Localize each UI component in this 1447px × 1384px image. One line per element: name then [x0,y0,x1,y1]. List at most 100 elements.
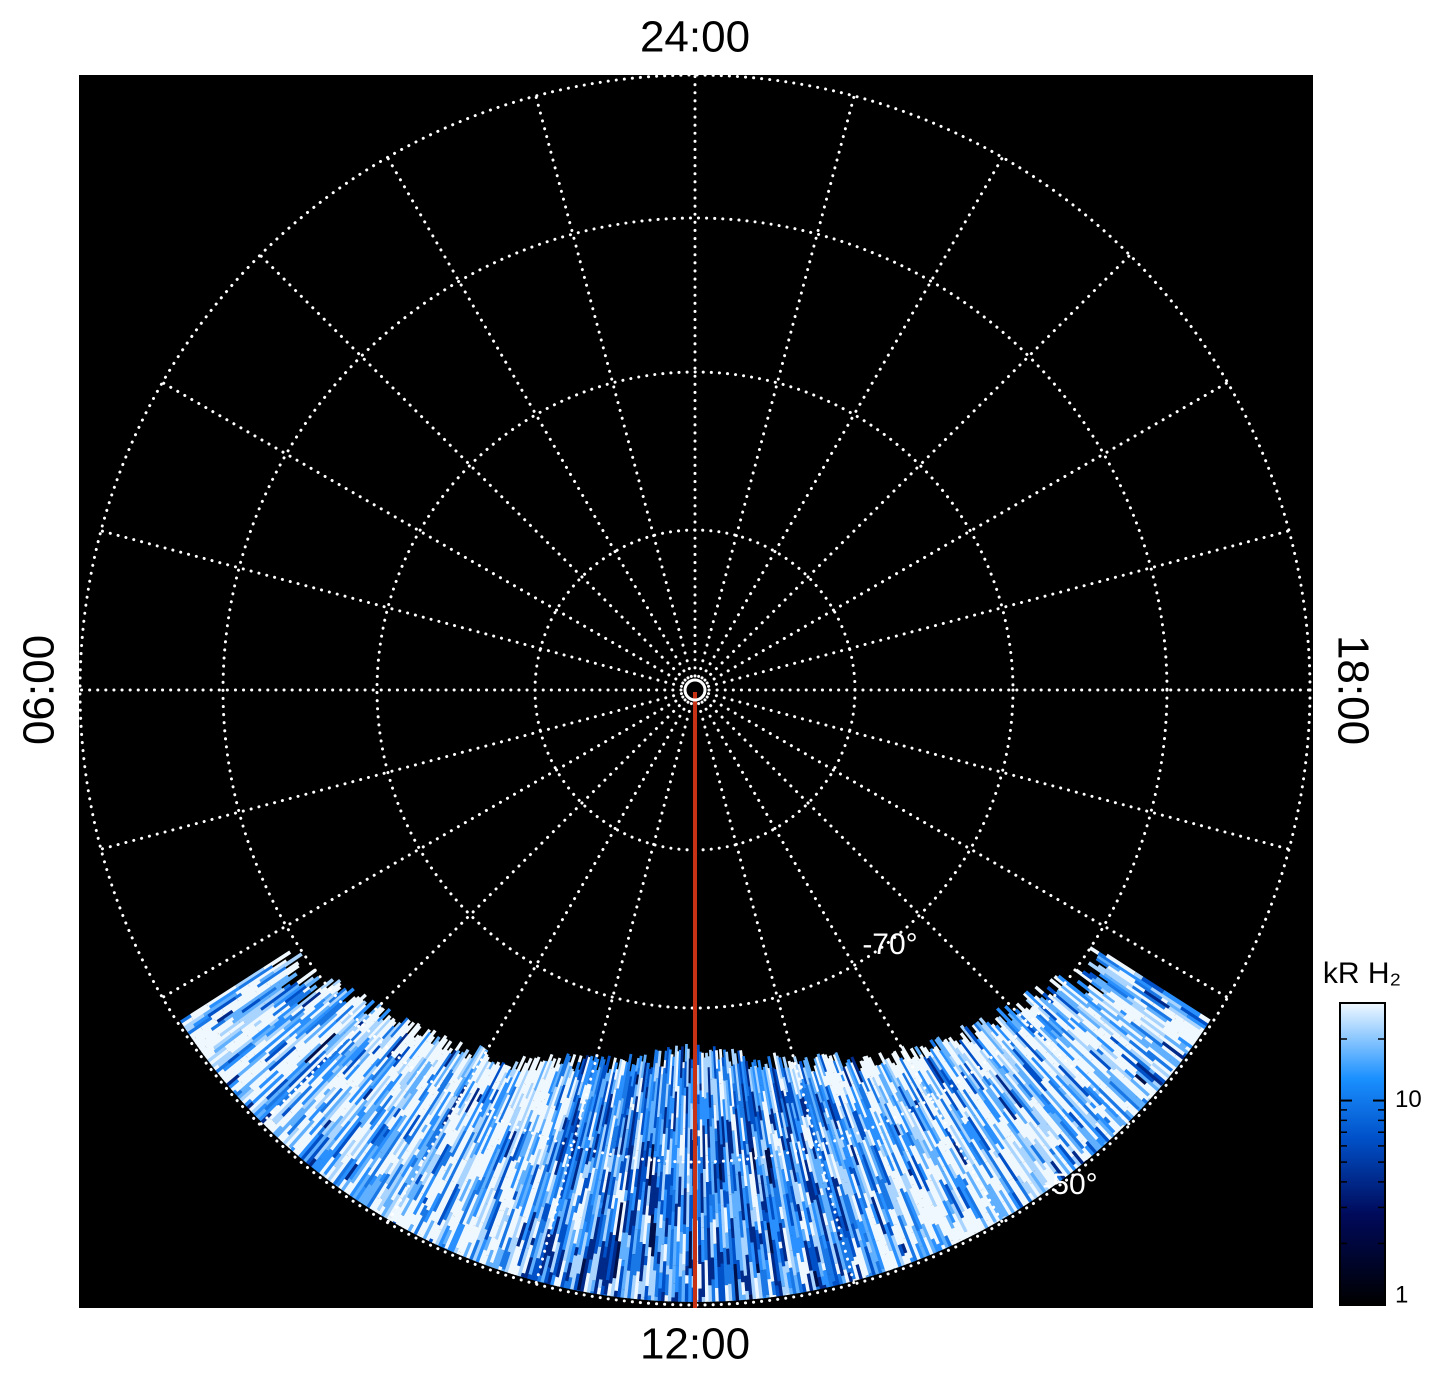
emission-cell [1006,1092,1018,1105]
emission-cell [984,1160,1003,1186]
emission-cell [564,1160,579,1201]
emission-cell [309,1001,331,1021]
emission-cell [589,1168,599,1195]
emission-cell [248,1046,269,1065]
emission-cell [546,1141,559,1173]
emission-cell [843,1159,858,1194]
emission-cell [339,1013,350,1024]
emission-cell [860,1142,880,1185]
emission-cell [1008,1151,1034,1185]
emission-cell [263,1069,295,1099]
emission-cell [425,1153,439,1174]
emission-cell [949,1124,976,1166]
emission-cell [648,1175,656,1216]
emission-cell [639,1243,647,1282]
emission-cell [1096,1002,1121,1022]
emission-cell [505,1069,513,1080]
emission-cell [406,1118,426,1146]
emission-cell [960,1116,969,1125]
emission-cell [953,1065,980,1101]
emission-cell [1124,1099,1141,1116]
emission-cell [569,1255,579,1279]
emission-cell [483,1236,493,1252]
emission-cell [497,1109,516,1146]
emission-cell [630,1096,639,1133]
emission-cell [506,1055,527,1094]
emission-cell [930,1203,949,1237]
emission-cell [823,1054,842,1097]
emission-cell [345,1123,373,1158]
emission-cell [819,1084,834,1120]
emission-cell [612,1180,620,1196]
emission-cell [829,1084,845,1120]
emission-cell [918,1097,934,1122]
emission-cell [867,1090,889,1134]
emission-cell [519,1184,534,1217]
emission-cell [963,1029,977,1045]
emission-cell [997,1151,1020,1182]
emission-cell [916,1059,944,1100]
emission-cell [555,1063,562,1073]
emission-cell [1089,1048,1113,1071]
emission-cell [399,1056,426,1090]
emission-cell [300,1006,317,1021]
emission-cell [564,1192,577,1226]
emission-cell [406,1058,428,1086]
emission-cell [379,1153,397,1176]
emission-cell [592,1246,603,1281]
emission-cell [505,1075,512,1084]
emission-cell [902,1228,921,1267]
emission-cell [362,1088,374,1101]
emission-cell [815,1093,830,1131]
emission-cell [963,1062,986,1091]
emission-cell [314,1000,345,1028]
emission-cell [838,1119,851,1146]
emission-cell [463,1101,480,1128]
emission-cell [998,1115,1013,1134]
emission-cell [988,1056,1000,1070]
emission-cell [912,1056,932,1086]
emission-cell [447,1053,461,1071]
emission-cell [548,1129,566,1174]
emission-cell [492,1162,502,1179]
emission-cell [400,1180,424,1217]
emission-cell [485,1121,502,1151]
emission-cell [298,1061,311,1074]
emission-cell [943,1143,967,1180]
emission-cell [444,1210,466,1250]
emission-cell [584,1161,593,1179]
emission-cell [919,1045,930,1059]
emission-cell [1001,1039,1026,1066]
emission-cell [325,1138,338,1152]
emission-cell [961,1092,987,1127]
emission-cell [821,1194,835,1233]
emission-cell [204,1034,223,1049]
emission-cell [818,1121,827,1139]
emission-cell [842,1216,851,1232]
emission-cell [1153,1058,1175,1077]
emission-cell [386,1116,397,1128]
emission-cell [329,1085,361,1123]
emission-cell [464,1142,477,1162]
emission-cell [910,1154,931,1192]
emission-cell [953,1040,966,1055]
emission-cell [1015,1002,1043,1029]
emission-cell [833,1242,846,1277]
emission-cell [251,1073,285,1106]
emission-cell [878,1073,892,1096]
emission-cell [910,1133,931,1170]
emission-cell [814,1100,826,1128]
emission-cell [942,1118,963,1149]
emission-cell [891,1062,909,1091]
emission-cell [309,984,318,993]
emission-cell [570,1147,585,1191]
emission-cell [931,1126,942,1142]
emission-cell [900,1242,909,1254]
emission-cell [893,1223,906,1245]
emission-cell [387,1158,401,1176]
emission-cell [475,1176,487,1196]
emission-cell [926,1167,934,1176]
emission-cell [370,1059,398,1091]
emission-cell [992,1083,1018,1115]
emission-cell [305,1024,318,1036]
